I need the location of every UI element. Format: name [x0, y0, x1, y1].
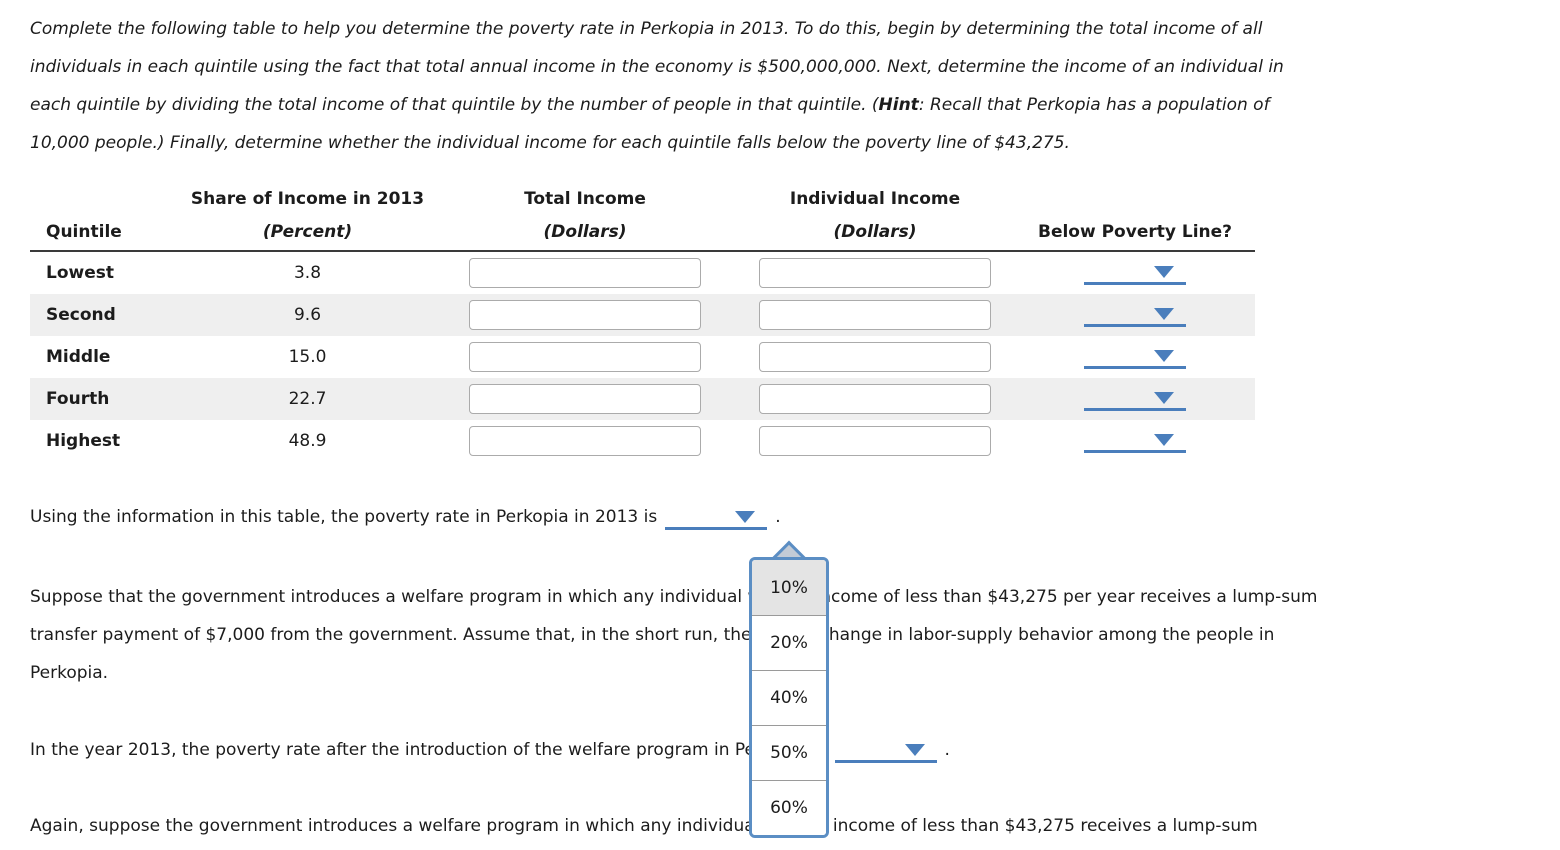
- total-income-cell: [435, 300, 735, 330]
- welfare-line-2: transfer payment of $7,000 from the gove…: [30, 625, 1275, 645]
- below-poverty-dropdown[interactable]: [1084, 261, 1186, 285]
- header-share: Share of Income in 2013 (Percent): [180, 189, 435, 242]
- header-share-unit: (Percent): [262, 222, 353, 242]
- intro-hint-label: Hint: [878, 95, 919, 115]
- welfare-poverty-rate-question-text: In the year 2013, the poverty rate after…: [30, 740, 827, 760]
- dropdown-option[interactable]: 50%: [752, 725, 826, 780]
- header-below-poverty: Below Poverty Line?: [1037, 222, 1233, 242]
- header-share-title: Share of Income in 2013: [190, 189, 425, 209]
- table-row: Second 9.6: [30, 294, 1255, 336]
- chevron-down-icon: [1154, 434, 1174, 446]
- individual-income-input[interactable]: [759, 384, 991, 414]
- dropdown-option[interactable]: 60%: [752, 780, 826, 835]
- below-poverty-cell: [1015, 345, 1255, 369]
- total-income-cell: [435, 342, 735, 372]
- below-poverty-dropdown[interactable]: [1084, 387, 1186, 411]
- header-total-income-title: Total Income: [524, 189, 646, 209]
- total-income-input[interactable]: [469, 258, 701, 288]
- intro-line-3: each quintile by dividing the total inco…: [30, 86, 1500, 124]
- quintile-label: Middle: [46, 347, 111, 367]
- header-total-income-unit: (Dollars): [543, 222, 627, 242]
- total-income-cell: [435, 384, 735, 414]
- poverty-table: Quintile Share of Income in 2013 (Percen…: [30, 185, 1255, 462]
- welfare-line-3: Perkopia.: [30, 663, 109, 683]
- poverty-rate-question-period: .: [775, 507, 781, 527]
- quintile-label: Second: [46, 305, 116, 325]
- header-individual-income-unit: (Dollars): [833, 222, 917, 242]
- individual-income-input[interactable]: [759, 258, 991, 288]
- quintile-label: Highest: [46, 431, 121, 451]
- share-value: 15.0: [288, 347, 327, 367]
- chevron-down-icon: [1154, 266, 1174, 278]
- intro-line-2: individuals in each quintile using the f…: [30, 57, 1284, 77]
- second-welfare-paragraph: Again, suppose the government introduces…: [30, 813, 1258, 839]
- below-poverty-cell: [1015, 429, 1255, 453]
- quintile-label: Fourth: [46, 389, 110, 409]
- individual-income-input[interactable]: [759, 342, 991, 372]
- dropdown-option[interactable]: 10%: [752, 560, 826, 615]
- chevron-down-icon: [735, 511, 756, 523]
- intro-paragraph: Complete the following table to help you…: [30, 10, 1500, 162]
- total-income-input[interactable]: [469, 426, 701, 456]
- chevron-down-icon: [904, 744, 925, 756]
- share-value: 22.7: [288, 389, 327, 409]
- intro-line-4: 10,000 people.) Finally, determine wheth…: [30, 133, 1070, 153]
- intro-line-1: Complete the following table to help you…: [30, 19, 1263, 39]
- chevron-down-icon: [1154, 308, 1174, 320]
- dropdown-option[interactable]: 20%: [752, 615, 826, 670]
- share-value: 3.8: [293, 263, 322, 283]
- below-poverty-dropdown[interactable]: [1084, 345, 1186, 369]
- total-income-input[interactable]: [469, 384, 701, 414]
- poverty-rate-open-dropdown: 10% 20% 40% 50% 60%: [749, 540, 829, 838]
- welfare-poverty-rate-question: In the year 2013, the poverty rate after…: [30, 737, 950, 763]
- individual-income-cell: [735, 258, 1015, 288]
- total-income-cell: [435, 258, 735, 288]
- welfare-line-1: Suppose that the government introduces a…: [30, 587, 1318, 607]
- welfare-poverty-rate-question-period: .: [944, 740, 950, 760]
- below-poverty-dropdown[interactable]: [1084, 303, 1186, 327]
- dropdown-option[interactable]: 40%: [752, 670, 826, 725]
- below-poverty-cell: [1015, 387, 1255, 411]
- share-value: 48.9: [288, 431, 327, 451]
- total-income-cell: [435, 426, 735, 456]
- quintile-label: Lowest: [46, 263, 114, 283]
- table-row: Highest 48.9: [30, 420, 1255, 462]
- total-income-input[interactable]: [469, 300, 701, 330]
- poverty-rate-question: Using the information in this table, the…: [30, 504, 781, 530]
- total-income-input[interactable]: [469, 342, 701, 372]
- header-total-income: Total Income (Dollars): [435, 189, 735, 242]
- poverty-rate-question-text: Using the information in this table, the…: [30, 507, 658, 527]
- table-row: Middle 15.0: [30, 336, 1255, 378]
- table-row: Lowest 3.8: [30, 252, 1255, 294]
- welfare-paragraph: Suppose that the government introduces a…: [30, 578, 1510, 692]
- chevron-down-icon: [1154, 350, 1174, 362]
- header-individual-income: Individual Income (Dollars): [735, 189, 1015, 242]
- intro-line-3-post: : Recall that Perkopia has a population …: [918, 95, 1270, 115]
- dropdown-options-list: 10% 20% 40% 50% 60%: [749, 557, 829, 838]
- table-header: Quintile Share of Income in 2013 (Percen…: [30, 185, 1255, 252]
- poverty-rate-dropdown[interactable]: [665, 506, 768, 530]
- individual-income-cell: [735, 300, 1015, 330]
- second-welfare-paragraph-text: Again, suppose the government introduces…: [30, 816, 1258, 836]
- header-quintile: Quintile: [46, 222, 122, 242]
- intro-line-3-pre: each quintile by dividing the total inco…: [30, 95, 879, 115]
- individual-income-input[interactable]: [759, 426, 991, 456]
- share-value: 9.6: [293, 305, 322, 325]
- welfare-poverty-rate-dropdown[interactable]: [834, 739, 937, 763]
- individual-income-cell: [735, 426, 1015, 456]
- below-poverty-cell: [1015, 303, 1255, 327]
- individual-income-cell: [735, 384, 1015, 414]
- individual-income-cell: [735, 342, 1015, 372]
- table-row: Fourth 22.7: [30, 378, 1255, 420]
- below-poverty-cell: [1015, 261, 1255, 285]
- chevron-down-icon: [1154, 392, 1174, 404]
- header-individual-income-title: Individual Income: [789, 189, 961, 209]
- individual-income-input[interactable]: [759, 300, 991, 330]
- below-poverty-dropdown[interactable]: [1084, 429, 1186, 453]
